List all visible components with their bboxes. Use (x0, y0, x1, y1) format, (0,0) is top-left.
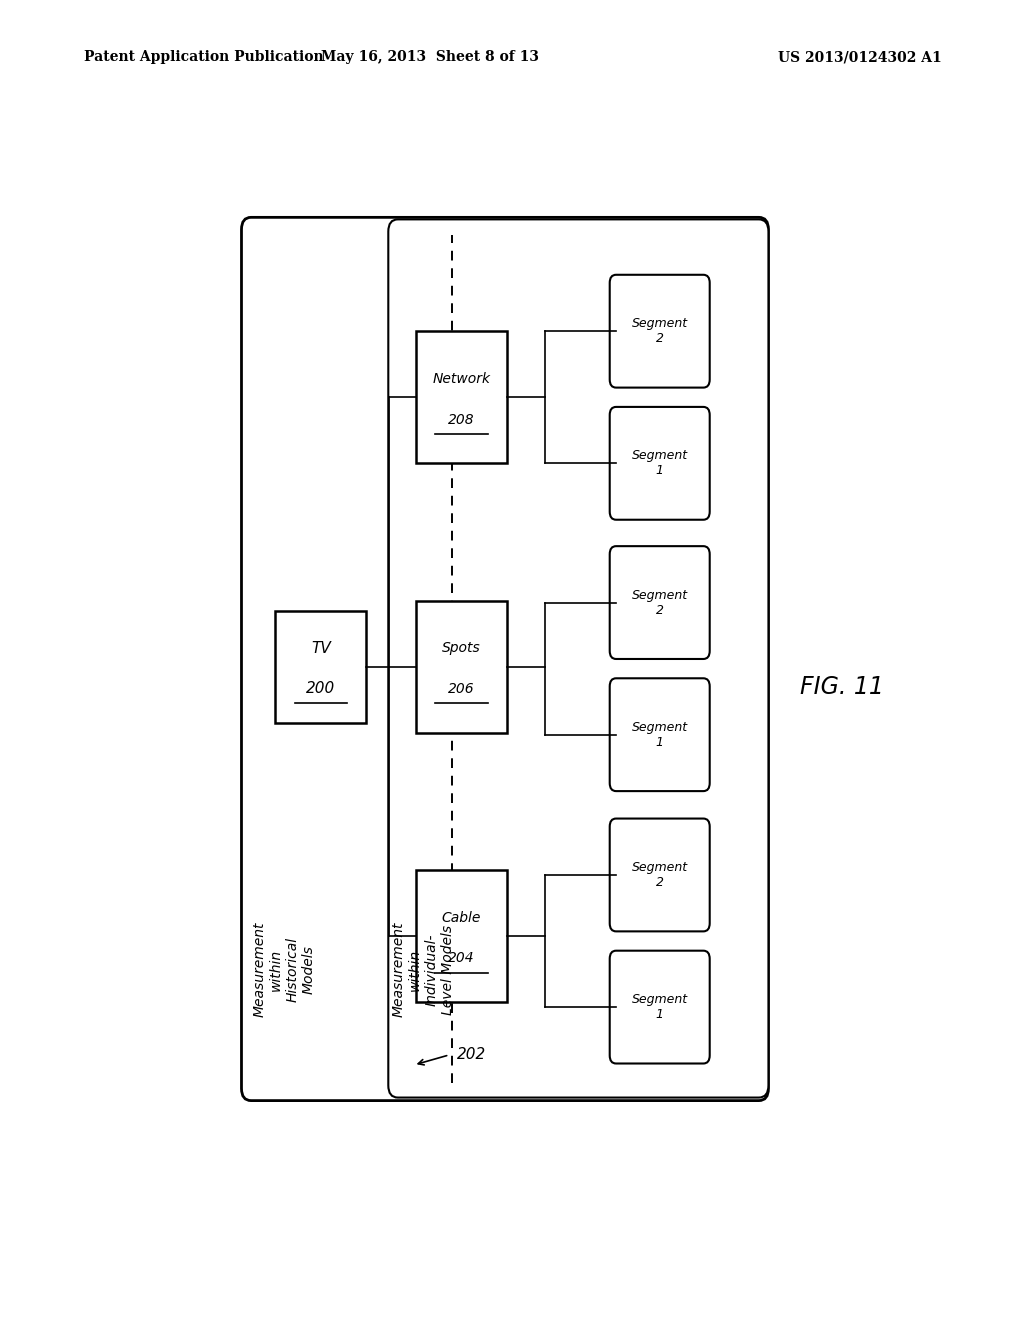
Text: May 16, 2013  Sheet 8 of 13: May 16, 2013 Sheet 8 of 13 (322, 50, 539, 65)
FancyBboxPatch shape (242, 218, 768, 1101)
FancyBboxPatch shape (609, 950, 710, 1064)
Text: Segment
1: Segment 1 (632, 721, 688, 748)
Bar (275, 611, 367, 722)
Text: US 2013/0124302 A1: US 2013/0124302 A1 (778, 50, 942, 65)
Bar (416, 601, 507, 733)
Text: TV: TV (311, 640, 331, 656)
Text: 206: 206 (447, 682, 475, 696)
FancyBboxPatch shape (609, 546, 710, 659)
FancyBboxPatch shape (609, 275, 710, 388)
Text: Segment
2: Segment 2 (632, 589, 688, 616)
Text: Measurement
within
Historical
Models: Measurement within Historical Models (253, 921, 315, 1018)
Text: Segment
2: Segment 2 (632, 861, 688, 888)
Text: 200: 200 (306, 681, 336, 697)
Text: 208: 208 (447, 413, 475, 426)
Text: Segment
1: Segment 1 (632, 993, 688, 1022)
FancyBboxPatch shape (609, 678, 710, 791)
Text: Cable: Cable (441, 911, 481, 924)
Text: Patent Application Publication: Patent Application Publication (84, 50, 324, 65)
FancyBboxPatch shape (609, 818, 710, 932)
FancyBboxPatch shape (609, 407, 710, 520)
Text: 202: 202 (458, 1047, 486, 1063)
Text: Segment
2: Segment 2 (632, 317, 688, 346)
Text: FIG. 11: FIG. 11 (801, 675, 884, 698)
Bar (416, 331, 507, 463)
Text: Measurement
within
Individual-
Level Models: Measurement within Individual- Level Mod… (392, 921, 455, 1018)
FancyBboxPatch shape (388, 219, 768, 1097)
Text: Network: Network (432, 372, 490, 385)
Bar (416, 870, 507, 1002)
Text: Spots: Spots (442, 642, 480, 655)
Text: 204: 204 (447, 952, 475, 965)
Text: Segment
1: Segment 1 (632, 449, 688, 478)
